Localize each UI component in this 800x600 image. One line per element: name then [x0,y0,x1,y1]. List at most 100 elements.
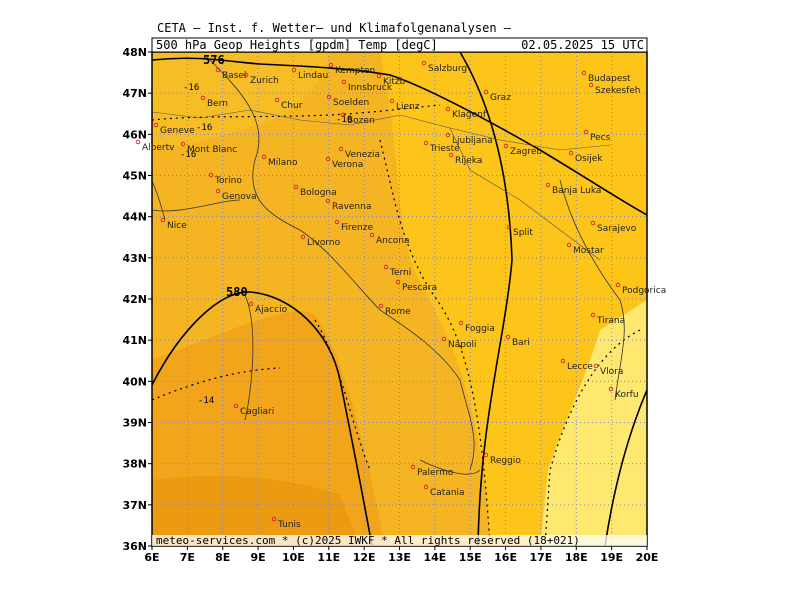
contour-580 [459,52,513,546]
city-label: Zurich [250,76,279,86]
city-label: Livorno [307,238,341,248]
city-label: Palermo [417,468,454,478]
city-label: Firenze [341,223,373,233]
city-marker [325,198,331,204]
lon-label: 18E [565,551,588,564]
city-marker [423,484,429,490]
city-marker [483,452,489,458]
city-marker [458,320,464,326]
city-marker [590,220,596,226]
city-marker [615,282,621,288]
city-label: Milano [268,158,298,168]
city-marker [341,79,347,85]
city-marker [293,184,299,190]
city-label: Catania [430,488,465,498]
lat-label: 43N [122,252,147,265]
axes: 48N 47N 46N 45N 44N 43N 42N 41N 40N 39N 38N 37N 36N6… [122,46,658,564]
contour-584 [604,389,647,546]
lon-label: 10E [282,551,305,564]
city-marker [160,217,166,223]
city-label: Mostar [573,246,604,256]
city-label: Innsbruck [348,83,393,93]
city-marker [581,70,587,76]
contour-576 [152,57,647,216]
map-area [152,52,647,546]
city-marker [271,516,277,522]
city-label: Basel [222,71,246,81]
city-marker [300,234,306,240]
city-marker [261,154,267,160]
city-marker [423,140,429,146]
city-marker [445,132,451,138]
city-label: Tirana [596,316,625,326]
city-label: Kitzb [383,77,406,87]
lon-label: 13E [388,551,411,564]
city-label: Pescara [402,283,437,293]
city-marker [328,62,334,68]
lat-label: 44N [122,211,147,224]
temp-label: -16 [180,150,196,160]
field-label: 500 hPa Geop Heights [gpdm] Temp [degC] [156,38,438,52]
city-marker [568,150,574,156]
city-label: Venezia [345,150,380,160]
city-label: Vlora [600,367,623,377]
city-marker [376,73,382,79]
city-label: Lecce [567,362,593,372]
lon-label: 7E [180,551,195,564]
city-marker [608,386,614,392]
city-marker [395,279,401,285]
lon-label: 9E [250,551,265,564]
city-label: Albertv [142,143,175,153]
city-label: Sarajevo [597,224,637,234]
city-marker [334,219,340,225]
title: CETA — Inst. f. Wetter— und Klimafolgena… [157,21,512,35]
lat-label: 39N [122,417,147,430]
city-marker [421,60,427,66]
city-label: Bari [512,338,530,348]
city-label: Zagreb [510,147,542,157]
temp-band [152,475,360,546]
header-box [151,37,648,53]
city-marker [233,403,239,409]
city-marker [180,141,186,147]
city-label: Kempten [335,66,375,76]
city-marker [274,97,280,103]
city-marker [340,112,346,118]
city-marker [153,122,159,128]
city-marker [588,82,594,88]
city-label: Reggio [490,456,521,466]
temp-label: -16 [183,83,199,93]
city-label: Rijeka [455,156,482,166]
graticule [152,52,647,546]
cities: Basel Zurich Lindau Kempten Salzburg Budapest… [135,60,666,530]
city-marker [583,129,589,135]
city-marker [410,464,416,470]
city-label: Rome [385,307,411,317]
city-label: Nice [167,221,187,231]
city-label: Ravenna [332,202,371,212]
city-label: Bozen [347,116,375,126]
city-label: Terni [389,268,411,278]
city-label: Foggia [465,324,495,334]
city-label: Salzburg [428,64,467,74]
city-marker [445,106,451,112]
city-marker [326,94,332,100]
city-label: Tunis [277,520,301,530]
lon-label: 12E [353,551,376,564]
city-label: Trieste [429,144,460,154]
city-label: Lindau [298,71,328,81]
lon-label: 14E [423,551,446,564]
lat-label: 47N [122,87,147,100]
city-marker [208,172,214,178]
lon-label: 16E [494,551,517,564]
city-label: Mont Blanc [187,145,237,155]
city-label: Genova [222,192,257,202]
city-marker [545,182,551,188]
city-label: Lienz [396,102,420,112]
valid-time: 02.05.2025 15 UTC [521,38,644,52]
contour-label: 580 [226,285,248,299]
city-marker [325,156,331,162]
city-marker [503,143,509,149]
temp-label: -14 [198,396,214,406]
